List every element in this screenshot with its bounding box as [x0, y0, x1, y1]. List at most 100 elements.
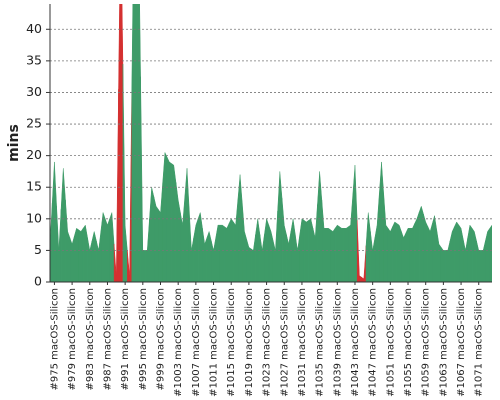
area-segment	[78, 227, 84, 282]
area-segment	[458, 224, 464, 282]
area-segment	[87, 237, 93, 282]
area-segment	[242, 203, 247, 282]
area-segment	[255, 218, 261, 282]
x-tick-label: #1023 macOS-Silicon	[262, 288, 273, 397]
area-segment	[268, 225, 274, 282]
x-tick-label: #1003 macOS-Silicon	[173, 288, 184, 397]
area-segment	[440, 246, 446, 282]
area-segment	[118, 4, 124, 282]
x-tick-label: #1047 macOS-Silicon	[368, 288, 379, 397]
area-segment	[224, 223, 230, 282]
area-segment	[432, 215, 437, 282]
area-segment	[272, 210, 278, 282]
area-segment	[392, 221, 398, 282]
area-segment	[286, 231, 292, 282]
area-segment	[184, 168, 190, 282]
x-tick-label: #1011 macOS-Silicon	[209, 288, 220, 397]
x-tick-label: #1055 macOS-Silicon	[403, 288, 414, 397]
area-segment	[326, 228, 331, 282]
area-segment	[476, 240, 482, 282]
x-tick-label: #975 macOS-Silicon	[49, 288, 60, 390]
area-segment	[489, 224, 492, 282]
x-tick-label: #1031 macOS-Silicon	[297, 288, 308, 397]
area-segment	[281, 198, 287, 282]
area-segment	[56, 206, 62, 282]
area-segment	[96, 231, 102, 282]
area-segment	[74, 227, 79, 282]
area-segment	[365, 212, 371, 282]
area-segment	[295, 234, 300, 282]
area-segment	[206, 230, 212, 282]
area-segment	[211, 237, 216, 282]
area-segment	[69, 236, 75, 282]
x-tick-label: #1043 macOS-Silicon	[350, 288, 361, 397]
area-segment	[153, 196, 159, 282]
x-tick-label: #1007 macOS-Silicon	[191, 288, 202, 397]
area-segment	[259, 234, 265, 282]
y-tick-label: 0	[34, 274, 42, 289]
area-segment	[330, 227, 336, 282]
area-segment	[188, 209, 194, 282]
area-segment	[374, 193, 380, 282]
area-segment	[343, 226, 349, 282]
x-tick-label: #1035 macOS-Silicon	[315, 288, 326, 397]
area-segment	[361, 245, 367, 282]
area-segment	[140, 76, 146, 282]
area-segment	[149, 187, 155, 282]
x-tick-label: #1067 macOS-Silicon	[456, 288, 467, 397]
area-segment	[409, 223, 415, 282]
area-segment	[100, 212, 106, 282]
area-segment	[175, 182, 181, 282]
area-segment	[82, 224, 88, 282]
plot-area	[50, 4, 492, 282]
area-segment	[449, 226, 455, 282]
x-tick-label: #987 macOS-Silicon	[102, 288, 113, 390]
area-segment	[219, 224, 225, 282]
area-segment	[51, 161, 57, 282]
area-segment	[480, 240, 486, 282]
area-segment	[427, 223, 433, 282]
area-segment	[202, 228, 208, 282]
x-tick-label: #1039 macOS-Silicon	[332, 288, 343, 397]
area-segment	[436, 229, 442, 282]
area-segment	[171, 163, 177, 282]
area-segment	[290, 218, 296, 282]
area-segment	[91, 231, 97, 282]
x-tick-label: #1051 macOS-Silicon	[385, 288, 396, 397]
area-segment	[454, 221, 460, 282]
area-segment	[414, 212, 420, 282]
area-segment	[299, 218, 305, 282]
area-segment	[321, 199, 327, 282]
y-tick-label: 30	[26, 84, 42, 99]
x-tick-label: #995 macOS-Silicon	[138, 288, 149, 390]
area-segment	[60, 168, 66, 282]
y-tick-label: 15	[26, 179, 42, 194]
x-tick-label: #1027 macOS-Silicon	[279, 288, 290, 397]
y-tick-label: 40	[26, 21, 42, 36]
y-tick-label: 10	[26, 210, 42, 225]
y-tick-label: 5	[34, 242, 42, 257]
area-segment	[405, 228, 411, 282]
area-segment	[113, 89, 119, 282]
area-segment	[485, 227, 491, 282]
x-tick-label: #991 macOS-Silicon	[120, 288, 131, 390]
x-tick-label: #979 macOS-Silicon	[67, 288, 78, 390]
area-segment	[401, 231, 407, 282]
area-segment	[352, 165, 358, 282]
area-segment	[277, 171, 283, 282]
area-segment	[250, 234, 256, 282]
y-axis-label: mins	[6, 124, 22, 162]
area-segment	[162, 151, 168, 282]
area-segment	[197, 212, 203, 282]
x-tick-label: #983 macOS-Silicon	[85, 288, 96, 390]
area-segment	[445, 240, 451, 282]
area-segment	[233, 199, 239, 282]
y-tick-label: 25	[26, 116, 42, 131]
area-segment	[396, 223, 402, 282]
area-segment	[215, 224, 221, 282]
area-segment	[317, 171, 323, 282]
area-segment	[109, 212, 115, 282]
area-segment	[418, 205, 424, 282]
area-segment	[166, 157, 172, 282]
